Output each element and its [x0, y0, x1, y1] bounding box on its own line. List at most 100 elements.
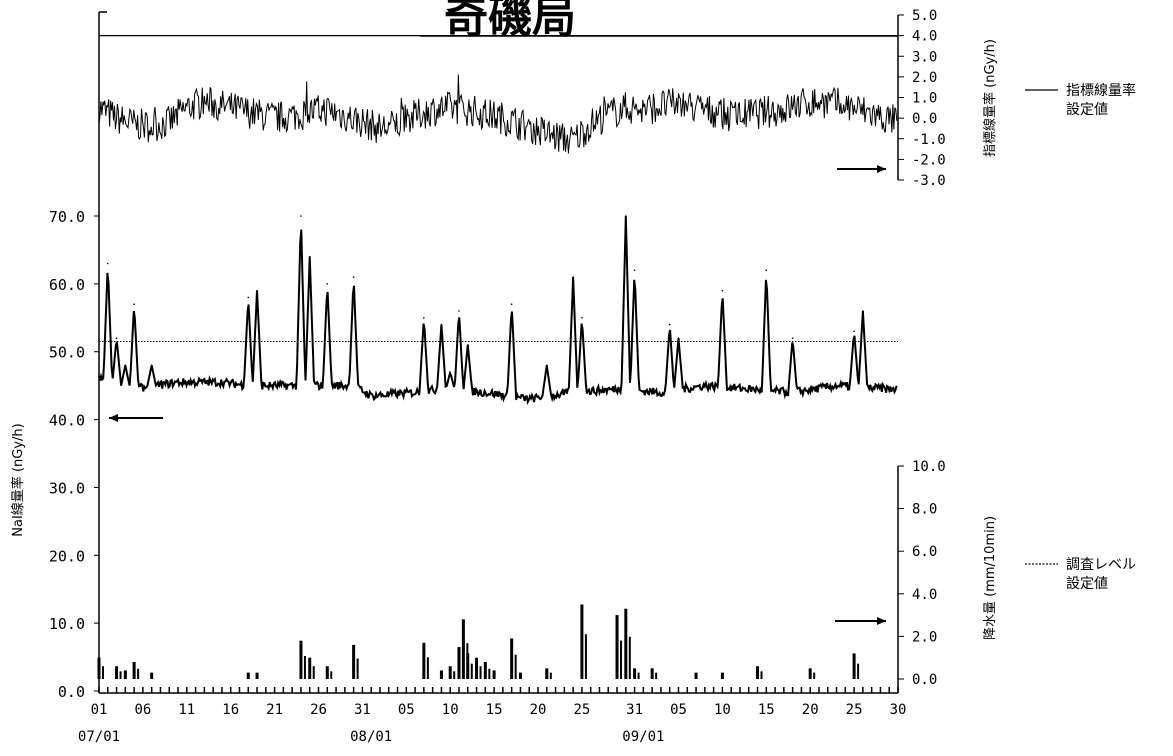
rain-bar — [457, 647, 461, 679]
rain-bar — [352, 644, 356, 679]
nai-peak-point — [633, 269, 636, 272]
x-tick-label: 10 — [714, 702, 731, 718]
nai-y-tick-label: 30.0 — [49, 479, 85, 497]
rain-bar — [720, 672, 724, 679]
rain-bar — [102, 666, 104, 679]
nai-peak-point — [326, 283, 329, 285]
rain-bar — [624, 608, 628, 679]
nai-series-line — [98, 215, 898, 406]
x-month-label: 08/01 — [350, 729, 392, 745]
index-y-tick-label: 1.0 — [912, 91, 937, 107]
rain-bar — [303, 655, 306, 679]
nai-peak-point — [124, 364, 127, 367]
rain-bar — [694, 672, 698, 679]
nai-peak-point — [625, 215, 627, 217]
x-tick-label: 20 — [530, 702, 547, 718]
legend-label: 設定値 — [1066, 576, 1108, 592]
rain-y-tick-label: 4.0 — [912, 587, 937, 603]
rain-bar — [857, 663, 860, 679]
index-y-tick-label: 2.0 — [912, 70, 937, 86]
legend-label: 指標線量率 — [1066, 82, 1136, 99]
rain-y-tick-label: 6.0 — [912, 544, 937, 560]
rain-bar — [620, 640, 623, 679]
nai-peak-point — [106, 262, 109, 265]
index-y-tick-label: -1.0 — [912, 132, 946, 148]
nai-peak-point — [352, 276, 355, 278]
index-y-tick-label: 0.0 — [912, 111, 937, 127]
nai-peak-point — [308, 255, 311, 258]
x-month-label: 09/01 — [622, 729, 664, 745]
nai-y-tick-label: 40.0 — [49, 412, 85, 430]
rain-bar — [756, 666, 760, 679]
rain-bar — [448, 666, 452, 679]
rain-bar — [584, 634, 587, 679]
x-month-label: 07/01 — [78, 729, 120, 745]
rain-y-tick-label: 2.0 — [912, 629, 937, 645]
nai-y-tick-label: 50.0 — [49, 344, 85, 362]
x-tick-label: 21 — [266, 702, 283, 718]
rain-bar — [488, 668, 491, 679]
rain-bar — [137, 668, 140, 679]
nai-peak-point — [423, 316, 425, 319]
index-y-tick-label: -3.0 — [912, 173, 946, 189]
rain-bar — [312, 666, 315, 679]
nai-axis-arrow — [109, 414, 163, 422]
nai-peak-point — [458, 310, 460, 312]
nai-peak-point — [466, 344, 469, 346]
nai-peak-point — [668, 323, 671, 326]
x-tick-label: 10 — [442, 702, 459, 718]
index-y-tick-label: 4.0 — [912, 29, 937, 45]
x-tick-label: 15 — [758, 702, 775, 718]
rain-bar — [808, 668, 812, 679]
rain-bar — [115, 666, 119, 679]
rain-y-tick-label: 0.0 — [912, 672, 937, 688]
nai-y-tick-label: 20.0 — [49, 547, 85, 565]
nai-peak-point — [853, 330, 855, 333]
rain-bar — [655, 672, 658, 679]
rain-bar — [308, 657, 312, 679]
x-tick-label: 05 — [670, 702, 687, 718]
index-y-tick-label: -2.0 — [912, 152, 946, 168]
rain-y-axis-label: 降水量 (mm/10min) — [983, 516, 998, 640]
rain-bar — [518, 672, 522, 679]
x-tick-label: 25 — [573, 702, 590, 718]
x-tick-label: 31 — [626, 702, 643, 718]
rain-bar — [150, 672, 154, 679]
rain-bar — [453, 671, 456, 679]
rain-bar — [510, 638, 514, 679]
rain-bar — [514, 654, 517, 679]
nai-y-tick-label: 60.0 — [49, 276, 85, 294]
rain-bar — [615, 615, 619, 679]
rain-bar — [356, 658, 359, 679]
index-y-tick-label: 3.0 — [912, 49, 937, 65]
x-tick-label: 31 — [354, 702, 371, 718]
rain-bar — [479, 666, 482, 679]
rain-bar — [422, 642, 426, 679]
nai-peak-point — [440, 323, 443, 326]
rain-axis-arrow — [835, 617, 886, 625]
nai-peak-point — [862, 310, 864, 312]
rain-bar — [492, 670, 496, 679]
rain-bar — [325, 666, 329, 679]
rain-bar — [475, 657, 479, 679]
rain-bar — [426, 657, 429, 679]
index-y-axis-label: 指標線量率 (nGy/h) — [982, 39, 998, 157]
nai-peak-point — [721, 289, 724, 292]
rain-y-tick-label: 10.0 — [912, 459, 946, 475]
nai-axis-arrow-head — [109, 414, 118, 422]
rain-bar — [132, 661, 136, 679]
rain-bar — [545, 668, 549, 679]
nai-peak-point — [133, 303, 135, 306]
rain-bar — [119, 671, 122, 679]
rain-bar — [633, 668, 637, 679]
rain-bar — [637, 672, 640, 679]
x-tick-label: 25 — [846, 702, 863, 718]
legend-label: 設定値 — [1066, 102, 1108, 118]
nai-y-tick-label: 0.0 — [58, 683, 85, 701]
rain-bar — [813, 672, 816, 679]
legend-label: 調査レベル — [1066, 557, 1136, 573]
rain-bar — [97, 657, 101, 679]
rain-bar — [483, 661, 487, 679]
rain-bar — [439, 670, 443, 679]
